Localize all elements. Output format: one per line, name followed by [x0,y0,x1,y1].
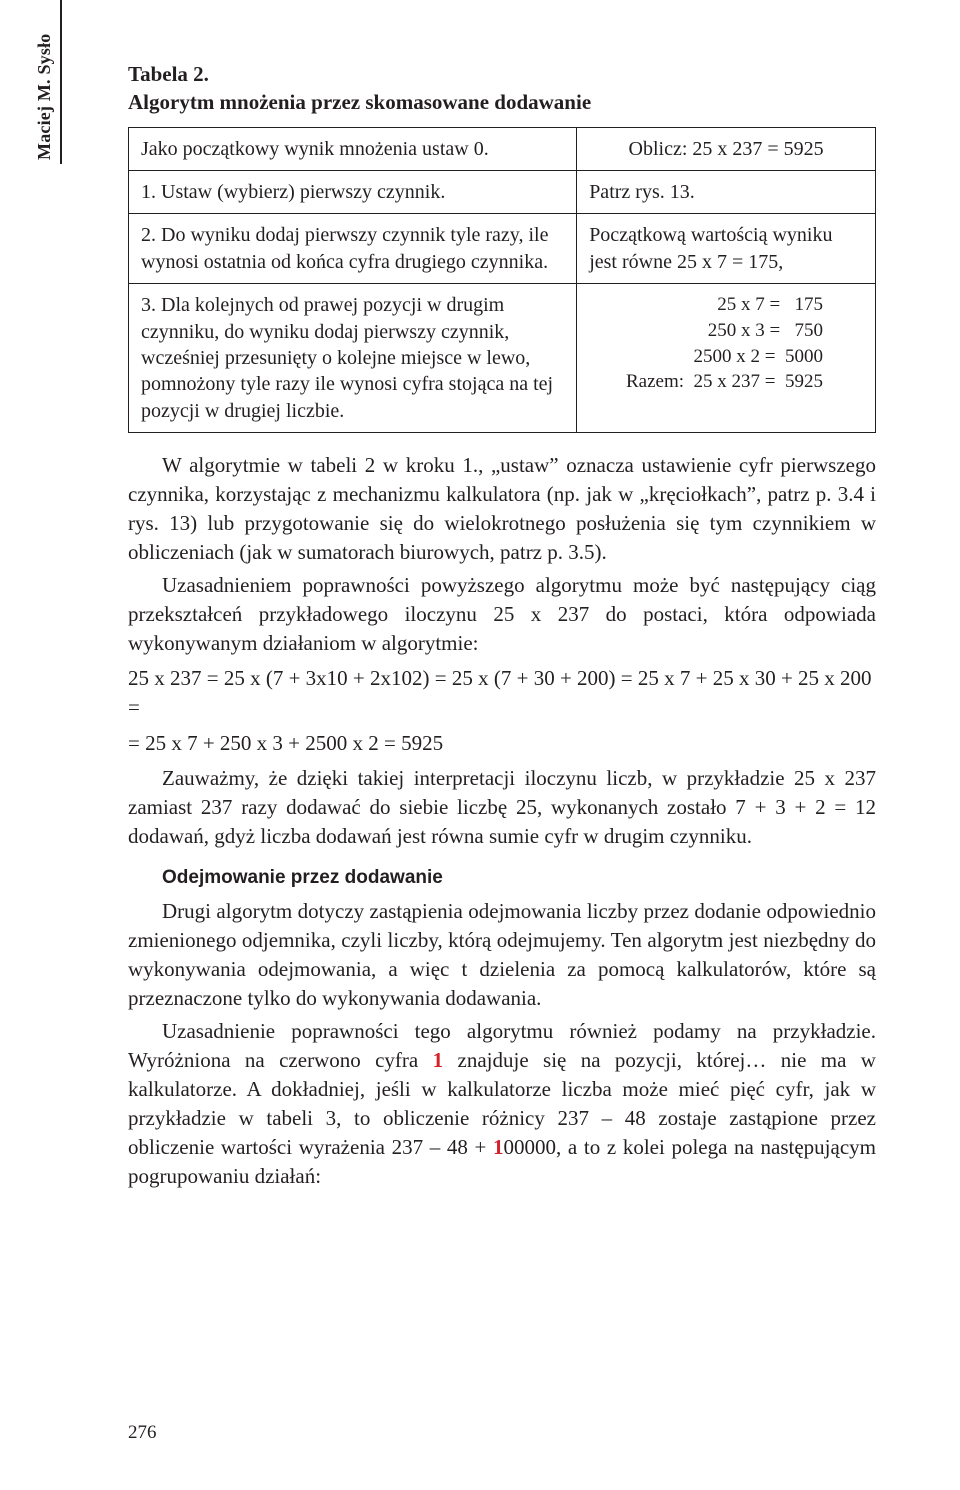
table-row: Patrz rys. 13. [577,171,876,214]
author-side-label: Maciej M. Sysło [34,34,55,160]
paragraph: Drugi algorytm dotyczy zastąpienia odejm… [128,897,876,1013]
table-caption: Tabela 2. Algorytm mnożenia przez skomas… [128,60,876,117]
section-subhead: Odejmowanie przez dodawanie [162,867,876,889]
page-number: 276 [128,1422,157,1444]
caption-label: Tabela 2. [128,62,209,86]
calc-block: 25 x 7 = 175 250 x 3 = 750 2500 x 2 = 50… [589,292,863,395]
table-row: Początkową wartością wyniku jest równe 2… [577,214,876,284]
table-row: 2. Do wyniku dodaj pierwszy czynnik tyle… [129,214,577,284]
red-digit: 1 [433,1048,444,1072]
caption-title: Algorytm mnożenia przez skomasowane doda… [128,90,591,114]
table-row: 3. Dla kolejnych od prawej pozycji w dru… [129,284,577,433]
paragraph: Uzasadnienie poprawności tego algorytmu … [128,1017,876,1191]
red-digit: 1 [493,1135,504,1159]
table-header-right: Oblicz: 25 x 237 = 5925 [577,127,876,170]
paragraph: Zauważmy, że dzięki takiej interpretacji… [128,764,876,851]
paragraph: W algorytmie w tabeli 2 w kroku 1., „ust… [128,451,876,567]
paragraph: Uzasadnieniem poprawności powyższego alg… [128,571,876,658]
table-row: 1. Ustaw (wybierz) pierwszy czynnik. [129,171,577,214]
table-row: Jako początkowy wynik mnożenia ustaw 0. [129,127,577,170]
algorithm-table: Jako początkowy wynik mnożenia ustaw 0. … [128,127,876,434]
formula-line: 25 x 237 = 25 x (7 + 3x10 + 2x102) = 25 … [128,664,876,723]
table-row: 25 x 7 = 175 250 x 3 = 750 2500 x 2 = 50… [577,284,876,433]
formula-line: = 25 x 7 + 250 x 3 + 2500 x 2 = 5925 [128,729,876,758]
side-rule [60,0,62,164]
